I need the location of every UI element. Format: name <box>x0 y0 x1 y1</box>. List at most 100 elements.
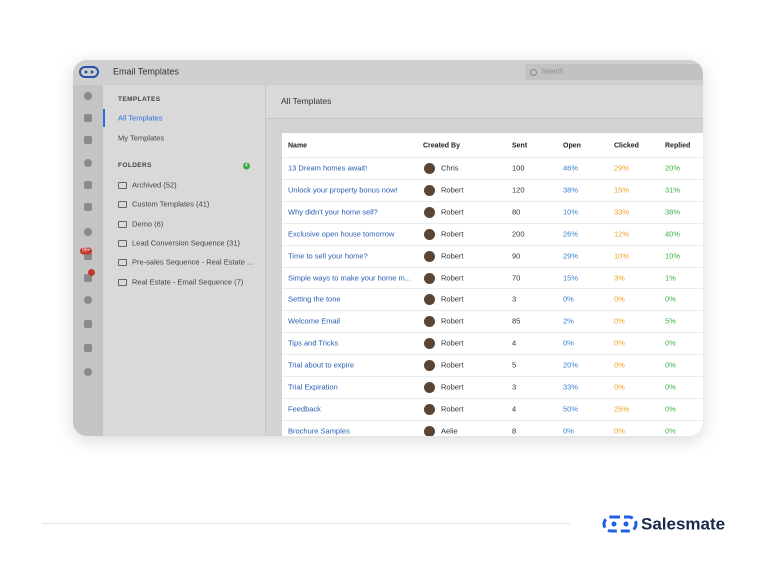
template-name[interactable]: Trial about to expire <box>288 360 355 370</box>
folder-link[interactable]: Pre-sales Sequence - Real Estate ... <box>132 257 254 267</box>
folder-link[interactable]: Lead Conversion Sequence (31) <box>132 238 240 248</box>
avatar <box>424 425 435 436</box>
brand-name: Salesmate <box>641 514 726 534</box>
main-title: All Templates <box>281 95 332 106</box>
cell: 3 <box>512 382 517 392</box>
brand-logo <box>602 515 638 533</box>
rail-icon[interactable] <box>84 320 92 328</box>
cell: 29% <box>563 250 579 260</box>
template-link[interactable]: All Templates <box>118 113 163 123</box>
cell: Robert <box>441 207 464 217</box>
folder-icon <box>118 221 127 228</box>
app-window: Email Templates Search 99+ TEMPLATES All Tem… <box>73 60 703 436</box>
rail-icon[interactable] <box>84 92 92 100</box>
cell: 0% <box>563 294 574 304</box>
folder-icon <box>118 182 127 189</box>
column-header[interactable]: Sent <box>512 142 528 150</box>
cell: 10% <box>665 250 681 260</box>
cell: 0% <box>563 338 574 348</box>
cell: 50% <box>563 404 579 414</box>
cell: Robert <box>441 294 464 304</box>
cell: Robert <box>441 250 464 260</box>
rail-icon[interactable] <box>84 114 92 122</box>
cell: 0% <box>614 382 625 392</box>
column-header[interactable]: Name <box>288 142 308 150</box>
template-name[interactable]: Brochure Samples <box>288 426 350 436</box>
column-header[interactable]: Clicked <box>614 142 639 150</box>
row-divider <box>282 288 703 290</box>
template-name[interactable]: Welcome Email <box>288 316 340 326</box>
rail-icon[interactable] <box>84 252 92 260</box>
template-link[interactable]: My Templates <box>118 133 165 143</box>
cell: 80 <box>512 207 521 217</box>
avatar <box>424 228 435 240</box>
cell: 5 <box>512 360 517 370</box>
cell: 29% <box>614 163 630 173</box>
cell: 8 <box>512 426 517 436</box>
cell: 0% <box>614 426 625 436</box>
row-divider <box>282 222 703 224</box>
cell: 0% <box>563 426 574 436</box>
search-icon <box>530 69 537 76</box>
template-name[interactable]: Tips and Tricks <box>288 338 339 348</box>
avatar <box>424 250 435 262</box>
cell: Aelie <box>441 426 458 436</box>
cell: Robert <box>441 272 464 282</box>
template-name[interactable]: Trial Expiration <box>288 382 338 392</box>
template-name[interactable]: Simple ways to make your home m... <box>288 272 411 282</box>
cell: 90 <box>512 250 521 260</box>
section-heading: TEMPLATES <box>118 95 161 103</box>
cell: 120 <box>512 185 525 195</box>
column-header[interactable]: Created By <box>423 142 460 150</box>
folder-link[interactable]: Real Estate - Email Sequence (7) <box>132 277 244 287</box>
cell: 12% <box>614 228 630 238</box>
cell: 100 <box>512 163 525 173</box>
column-header[interactable]: Replied <box>665 142 691 150</box>
template-name[interactable]: Unlock your property bonus now! <box>288 185 398 195</box>
rail-icon[interactable] <box>84 136 92 144</box>
search-placeholder[interactable]: Search <box>541 68 564 76</box>
cell: 1% <box>665 272 676 282</box>
rail-icon[interactable] <box>84 228 92 236</box>
cell: Chris <box>441 163 459 173</box>
cell: 0% <box>665 382 676 392</box>
cell: 0% <box>665 360 676 370</box>
rail-icon[interactable] <box>84 203 92 211</box>
template-name[interactable]: 13 Dream homes await! <box>288 163 368 173</box>
folder-link[interactable]: Custom Templates (41) <box>132 199 210 209</box>
template-name[interactable]: Why didn't your home sell? <box>288 207 378 217</box>
cell: 15% <box>563 272 579 282</box>
cell: 2% <box>563 316 574 326</box>
avatar <box>424 316 435 328</box>
template-name[interactable]: Setting the tone <box>288 294 341 304</box>
search-box[interactable] <box>525 64 703 80</box>
rail-icon[interactable] <box>84 344 92 352</box>
column-header[interactable]: Open <box>563 142 581 150</box>
template-name[interactable]: Exclusive open house tomorrow <box>288 228 395 238</box>
cell: 4 <box>512 338 517 348</box>
cell: 10% <box>614 250 630 260</box>
template-name[interactable]: Time to sell your home? <box>288 250 368 260</box>
app-title: Email Templates <box>113 66 179 77</box>
rail-icon[interactable] <box>84 159 92 167</box>
rail-icon[interactable] <box>84 296 92 304</box>
cell: Robert <box>441 338 464 348</box>
avatar <box>424 382 435 393</box>
rail-icon[interactable] <box>84 274 92 282</box>
row-divider <box>282 200 703 202</box>
template-name[interactable]: Feedback <box>288 404 321 414</box>
cell: 0% <box>614 294 625 304</box>
cell: 0% <box>665 426 676 436</box>
folder-link[interactable]: Archived (52) <box>132 180 177 190</box>
cell: 26% <box>563 228 579 238</box>
cell: 33% <box>614 207 630 217</box>
avatar <box>424 360 435 372</box>
cell: 200 <box>512 228 525 238</box>
rail-icon[interactable] <box>84 368 92 376</box>
folder-link[interactable]: Demo (6) <box>132 219 164 229</box>
rail-icon[interactable] <box>84 181 92 189</box>
avatar <box>424 294 435 306</box>
row-divider <box>282 244 703 246</box>
folder-icon <box>118 259 127 266</box>
